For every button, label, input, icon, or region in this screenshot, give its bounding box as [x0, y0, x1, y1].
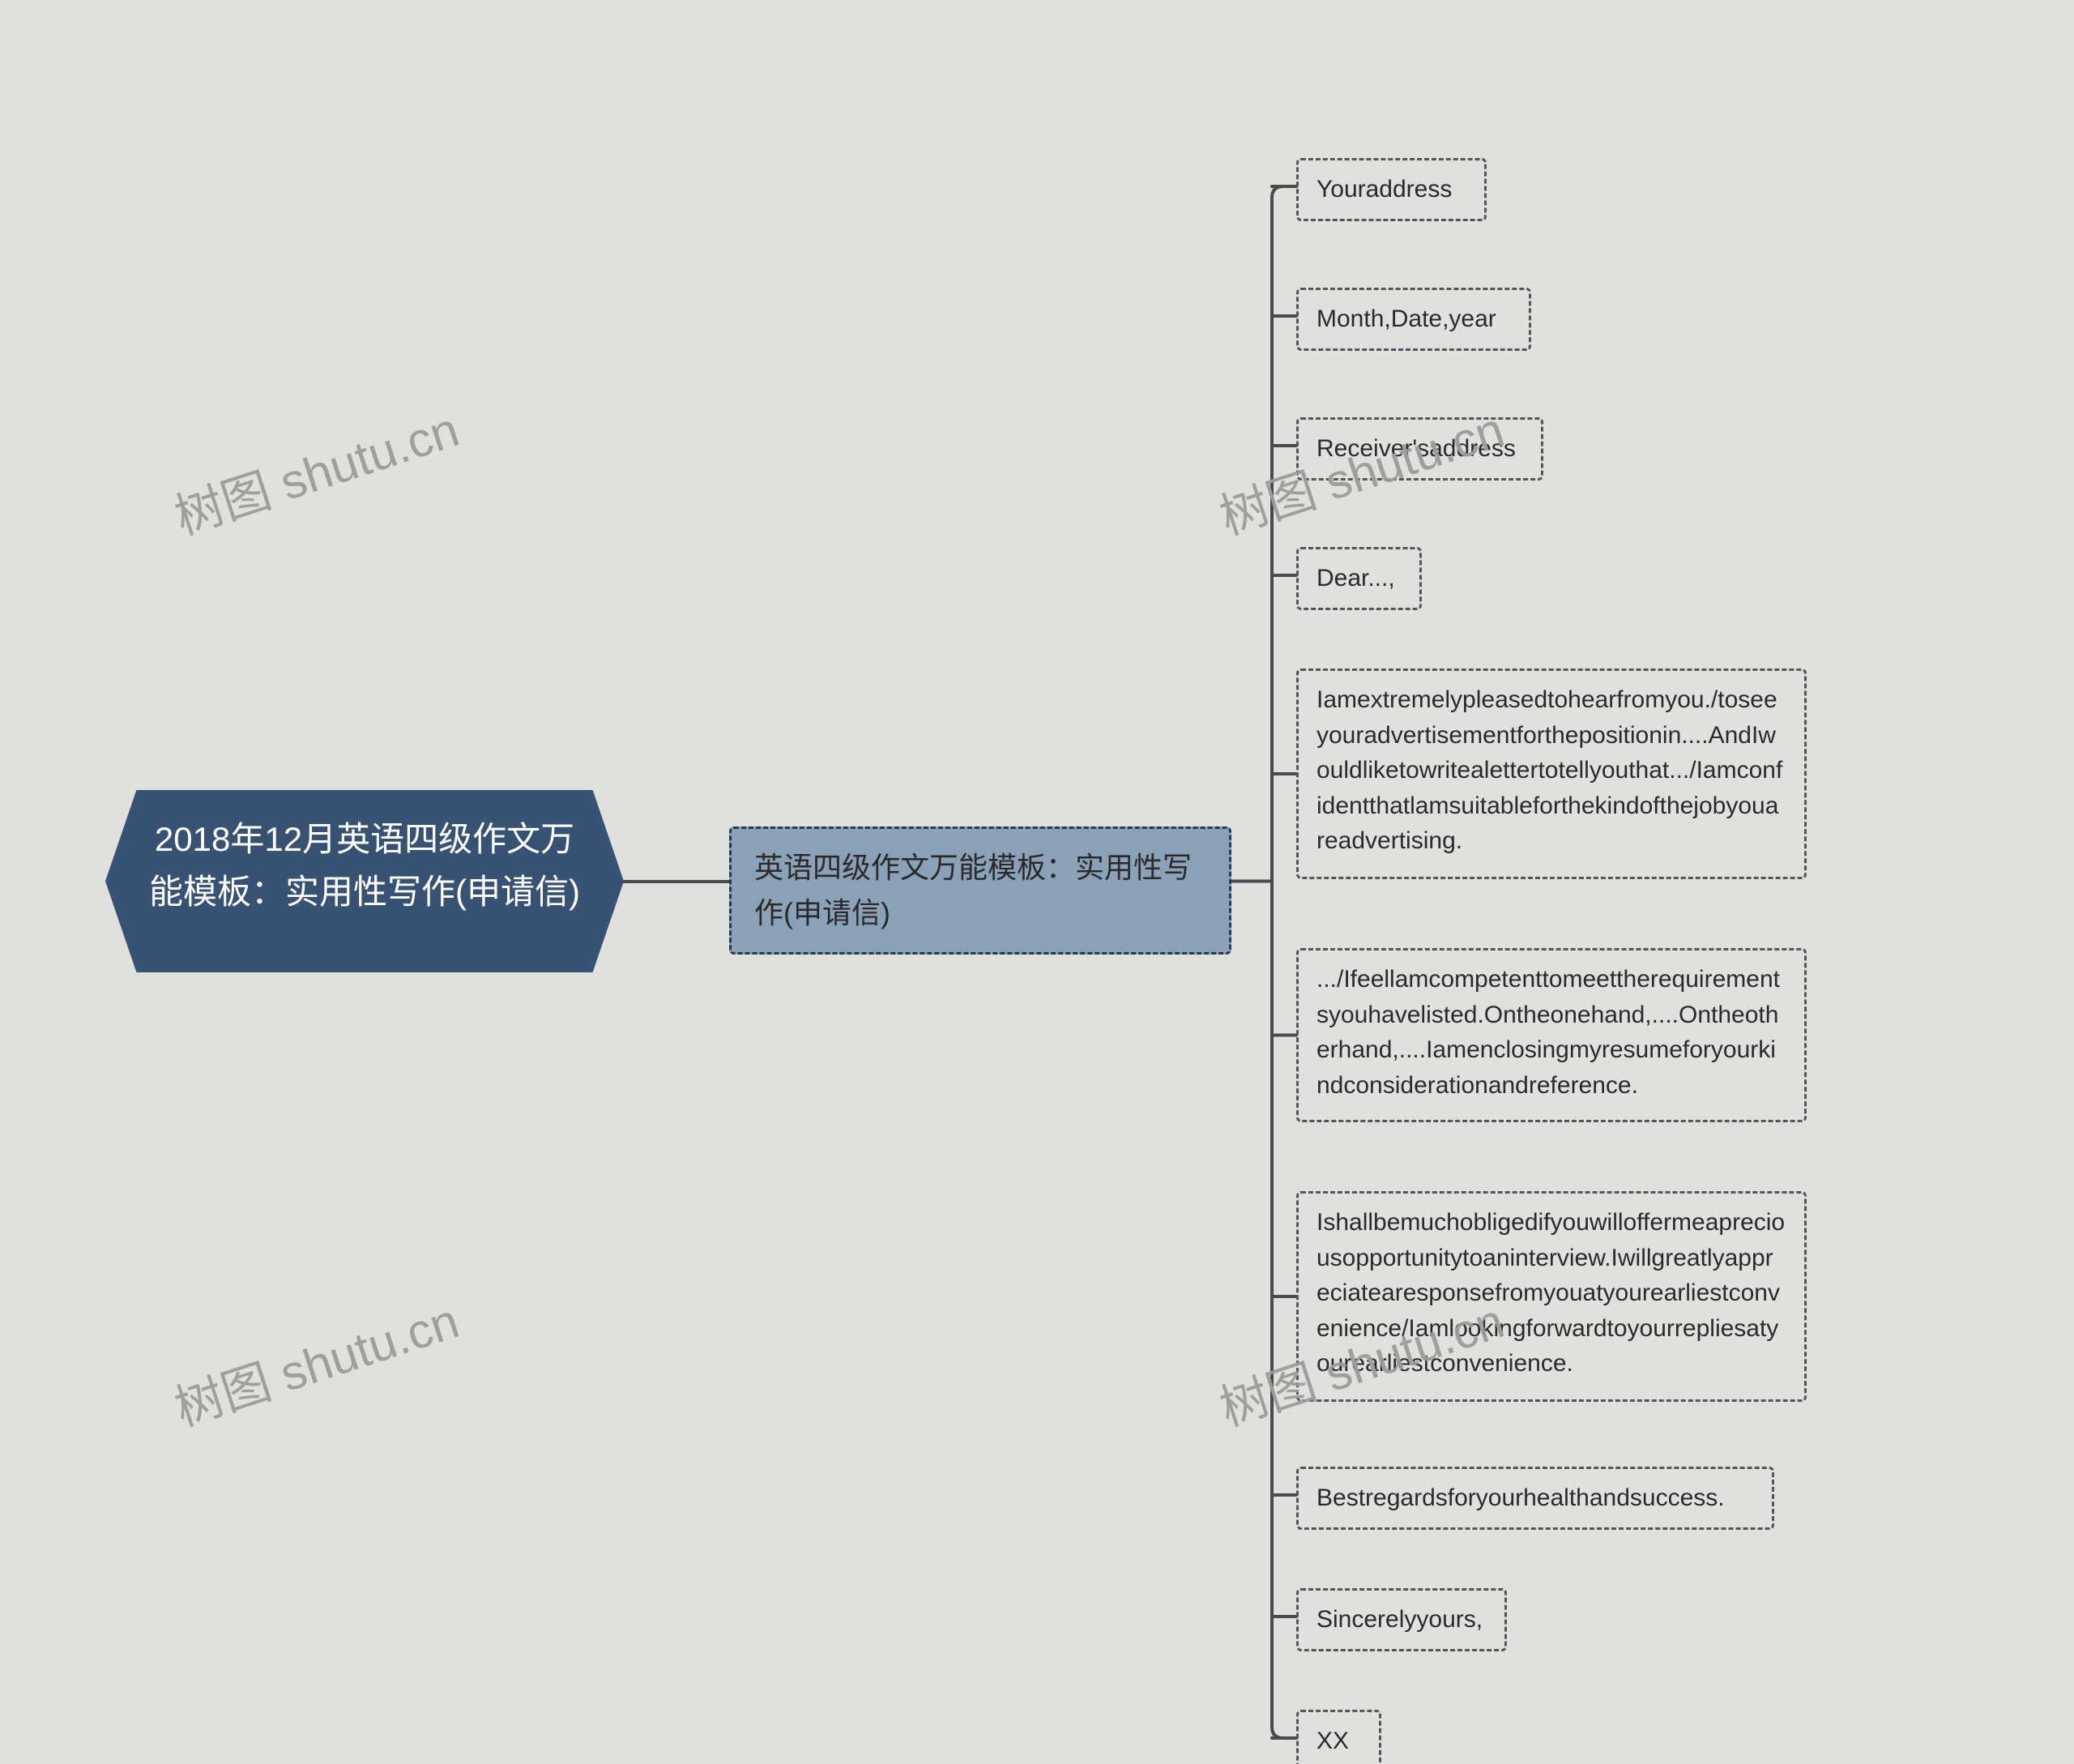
- leaf-node-9[interactable]: XXX: [1296, 1710, 1381, 1764]
- leaf-node-6[interactable]: Ishallbemuchobligedifyouwilloffermeaprec…: [1296, 1191, 1807, 1402]
- leaf-node-0[interactable]: Youraddress: [1296, 158, 1487, 221]
- branch-node[interactable]: 英语四级作文万能模板：实用性写作(申请信): [729, 826, 1231, 955]
- leaf-node-1[interactable]: Month,Date,year: [1296, 288, 1531, 351]
- watermark-2: 树图 shutu.cn: [164, 1282, 467, 1440]
- mindmap-canvas: 2018年12月英语四级作文万能模板：实用性写作(申请信) 英语四级作文万能模板…: [0, 0, 2074, 1764]
- root-node[interactable]: 2018年12月英语四级作文万能模板：实用性写作(申请信): [105, 790, 624, 972]
- leaf-node-4[interactable]: Iamextremelypleasedtohearfromyou./toseey…: [1296, 668, 1807, 879]
- leaf-node-3[interactable]: Dear...,: [1296, 547, 1422, 610]
- leaf-node-7[interactable]: Bestregardsforyourhealthandsuccess.: [1296, 1467, 1774, 1530]
- leaf-node-5[interactable]: .../Ifeellamcompetenttomeettherequiremen…: [1296, 948, 1807, 1122]
- leaf-node-8[interactable]: Sincerelyyours,: [1296, 1588, 1507, 1651]
- watermark-0: 树图 shutu.cn: [164, 391, 467, 549]
- leaf-node-2[interactable]: Receiver'saddress: [1296, 417, 1543, 481]
